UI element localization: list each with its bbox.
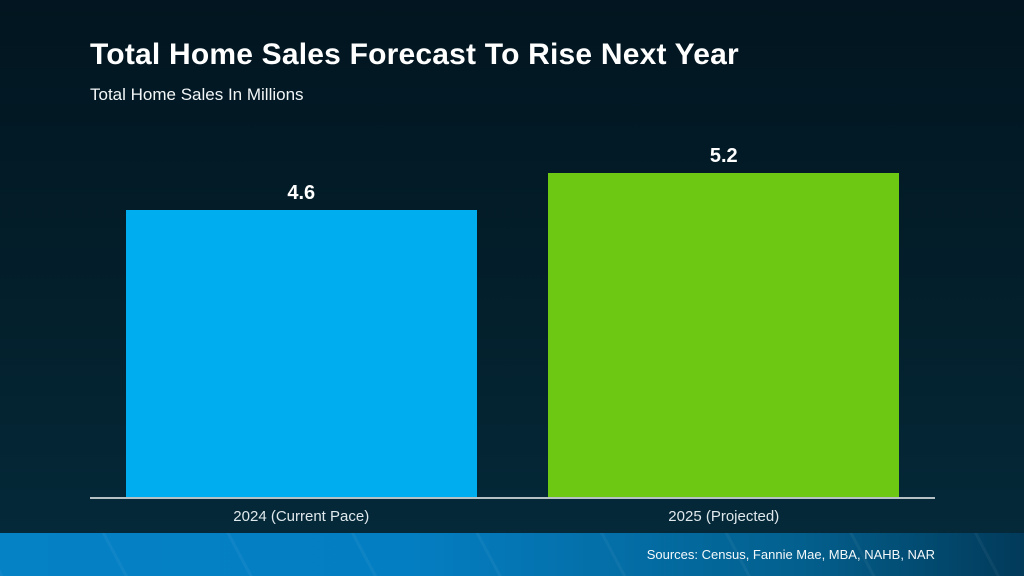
- bar-2024: [125, 210, 477, 497]
- x-axis-category-labels: 2024 (Current Pace) 2025 (Projected): [90, 508, 935, 525]
- bar-group-2025: 5.2: [513, 137, 936, 497]
- x-axis-label: 2024 (Current Pace): [233, 508, 370, 525]
- bar-group-2024: 4.6: [90, 137, 513, 497]
- bar-value-label: 4.6: [287, 182, 316, 204]
- bar-chart-plot-area: 4.6 5.2: [90, 137, 935, 499]
- x-axis-label: 2025 (Projected): [668, 508, 780, 525]
- footer-band: Sources: Census, Fannie Mae, MBA, NAHB, …: [0, 533, 1024, 576]
- sources-attribution: Sources: Census, Fannie Mae, MBA, NAHB, …: [646, 547, 935, 562]
- chart-subtitle: Total Home Sales In Millions: [90, 85, 304, 104]
- bar-value-label: 5.2: [709, 145, 738, 167]
- chart-title: Total Home Sales Forecast To Rise Next Y…: [90, 38, 739, 71]
- bar-2025: [548, 173, 900, 497]
